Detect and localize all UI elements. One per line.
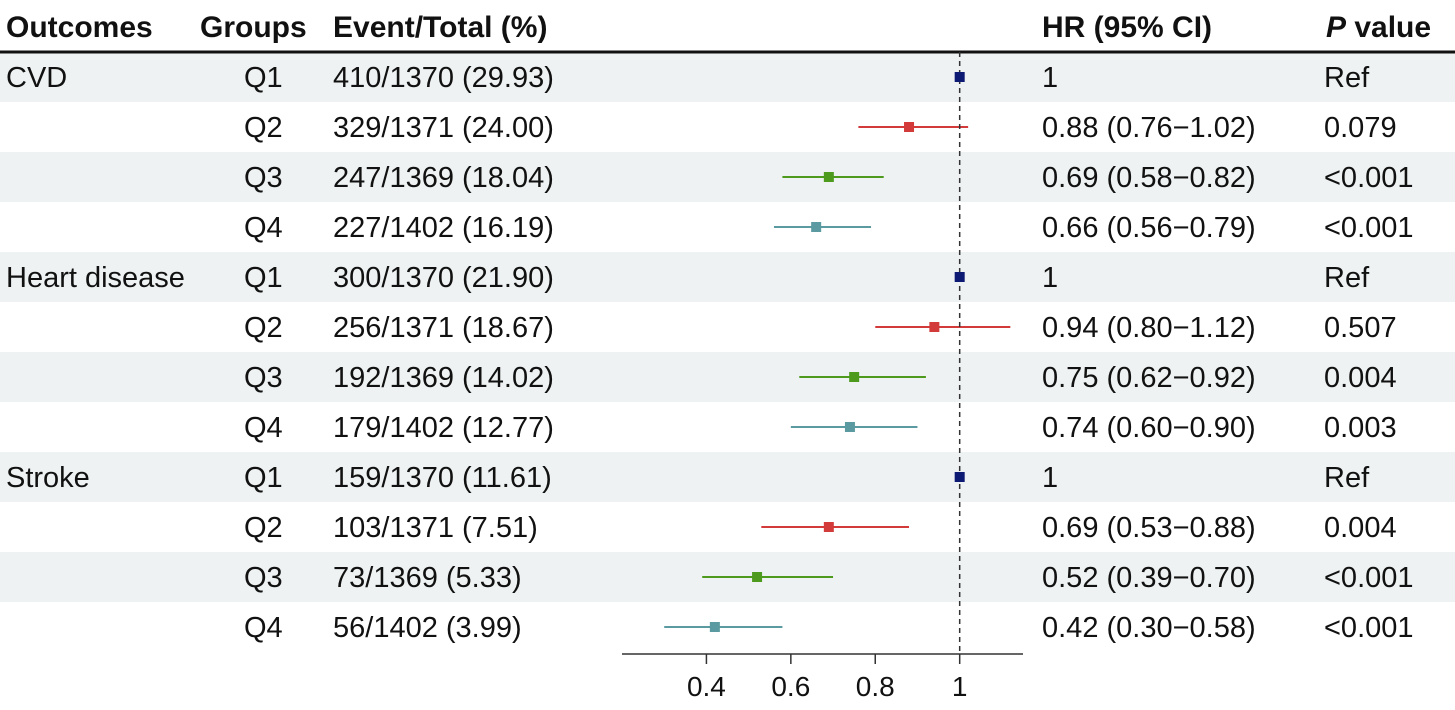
header-outcomes: Outcomes [6,11,153,44]
row-band [0,52,1455,102]
hr-point-q4 [844,422,855,432]
cell-events: 159/1370 (11.61) [333,462,552,494]
cell-group: Q1 [244,262,283,294]
cell-hr: 0.74 (0.60−0.90) [1042,412,1256,444]
header-events: Event/Total (%) [333,11,547,44]
cell-group: Q3 [244,362,283,394]
cell-group: Q1 [244,62,283,94]
cell-hr: 0.69 (0.58−0.82) [1042,162,1256,194]
row-band [0,152,1455,202]
cell-events: 179/1402 (12.77) [333,412,554,444]
x-tick-label: 0.4 [687,671,726,702]
table-header: Outcomes Groups Event/Total (%) HR (95% … [6,11,1431,44]
table-rows: CVD Q1 410/1370 (29.93) 1 Ref Q2 329/1371 (24.… [6,62,1414,644]
x-tick-label: 1 [952,671,968,702]
hr-point-q2 [904,122,915,132]
hr-point-q2 [929,322,940,332]
cell-hr: 0.88 (0.76−1.02) [1042,112,1256,144]
header-p-italic: P [1326,11,1347,44]
cell-hr: 0.75 (0.62−0.92) [1042,362,1256,394]
hr-point-q4 [811,222,822,232]
hr-point-q1 [954,72,965,82]
cell-group: Q4 [244,612,283,644]
cell-group: Q2 [244,112,283,144]
cell-hr: 1 [1042,62,1058,94]
cell-events: 103/1371 (7.51) [333,512,538,544]
cell-events: 73/1369 (5.33) [333,562,522,594]
header-p-rest: value [1346,11,1431,44]
cell-p-value: <0.001 [1324,612,1414,644]
cell-group: Q4 [244,212,283,244]
cell-group: Q2 [244,312,283,344]
cell-hr: 1 [1042,262,1058,294]
hr-point-q3 [849,372,860,382]
header-hr: HR (95% CI) [1042,11,1212,44]
hr-point-q3 [823,172,834,182]
cell-p-value: 0.507 [1324,312,1397,344]
cell-p-value: 0.079 [1324,112,1397,144]
header-p-value: P value [1326,11,1431,44]
cell-events: 410/1370 (29.93) [333,62,554,94]
cell-hr: 0.52 (0.39−0.70) [1042,562,1256,594]
cell-p-value: Ref [1324,262,1370,294]
cell-events: 56/1402 (3.99) [333,612,522,644]
row-band [0,452,1455,502]
cell-events: 192/1369 (14.02) [333,362,554,394]
cell-outcome: Heart disease [6,262,185,294]
cell-group: Q2 [244,512,283,544]
cell-p-value: 0.003 [1324,412,1397,444]
hr-point-q3 [752,572,763,582]
header-groups: Groups [200,11,307,44]
chart-marks [664,52,1011,652]
cell-group: Q4 [244,412,283,444]
hr-point-q1 [954,272,965,282]
hr-point-q1 [954,472,965,482]
cell-p-value: 0.004 [1324,512,1397,544]
cell-p-value: <0.001 [1324,212,1414,244]
cell-hr: 0.66 (0.56−0.79) [1042,212,1256,244]
cell-hr: 0.69 (0.53−0.88) [1042,512,1256,544]
hr-point-q2 [823,522,834,532]
cell-p-value: <0.001 [1324,162,1414,194]
row-band [0,252,1455,302]
cell-outcome: Stroke [6,462,90,494]
cell-events: 329/1371 (24.00) [333,112,554,144]
row-band [0,352,1455,402]
cell-events: 300/1370 (21.90) [333,262,554,294]
cell-group: Q3 [244,162,283,194]
cell-p-value: <0.001 [1324,562,1414,594]
x-tick-label: 0.8 [856,671,895,702]
cell-outcome: CVD [6,62,67,94]
cell-hr: 0.94 (0.80−1.12) [1042,312,1256,344]
cell-group: Q3 [244,562,283,594]
cell-p-value: 0.004 [1324,362,1397,394]
cell-hr: 1 [1042,462,1058,494]
cell-p-value: Ref [1324,62,1370,94]
cell-hr: 0.42 (0.30−0.58) [1042,612,1256,644]
cell-group: Q1 [244,462,283,494]
cell-p-value: Ref [1324,462,1370,494]
cell-events: 247/1369 (18.04) [333,162,554,194]
hr-point-q4 [709,622,720,632]
x-tick-label: 0.6 [771,671,810,702]
x-axis: 0.4 0.6 0.8 1 [622,653,1023,702]
cell-events: 256/1371 (18.67) [333,312,554,344]
cell-events: 227/1402 (16.19) [333,212,554,244]
